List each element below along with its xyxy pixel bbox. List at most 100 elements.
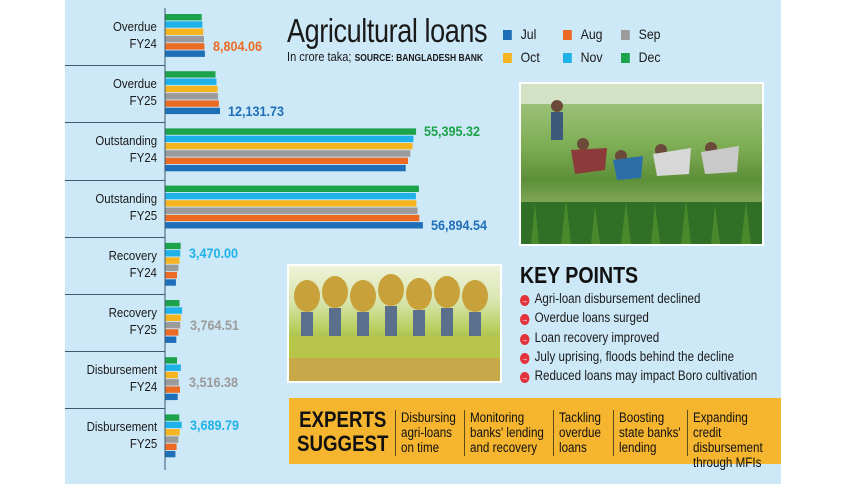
experts-divider	[464, 410, 465, 456]
bar-aug-4	[165, 272, 177, 279]
key-point-item: → Overdue loans surged	[520, 310, 649, 326]
category-label: Overdue FY24	[113, 19, 157, 51]
value-label: 3,689.79	[189, 416, 239, 433]
bar-dec-7	[165, 414, 180, 421]
bar-aug-5	[165, 329, 179, 336]
chart-subtitle: In crore taka; SOURCE: BANGLADESH BANK	[287, 49, 483, 64]
expert-suggestion: Expanding credit disbursement through MF…	[693, 410, 763, 470]
bar-aug-1	[165, 100, 219, 107]
category-label: Overdue FY25	[113, 76, 157, 109]
key-point-text: July uprising, floods behind the decline	[534, 348, 735, 364]
legend-swatch	[503, 30, 512, 40]
bar-dec-5	[165, 300, 180, 307]
bar-aug-3	[165, 214, 420, 222]
experts-divider	[553, 410, 554, 456]
bar-sep-7	[165, 436, 179, 443]
bar-sep-6	[165, 379, 179, 386]
value-label: 56,894.54	[430, 217, 487, 234]
bar-jul-0	[165, 50, 205, 57]
arrow-bullet-icon: →	[520, 352, 530, 364]
legend-item-aug: Aug	[563, 26, 603, 42]
farmers-harvest-photo	[287, 264, 502, 383]
value-label: 3,764.51	[190, 316, 240, 333]
category-label: Disbursement FY25	[86, 419, 157, 452]
bar-sep-2	[165, 150, 411, 157]
arrow-bullet-icon: →	[520, 333, 530, 345]
legend-label: Aug	[580, 26, 603, 42]
group-separator	[65, 294, 165, 295]
bar-sep-4	[165, 264, 179, 272]
bar-nov-7	[165, 421, 182, 429]
legend-item-jul: Jul	[503, 26, 536, 42]
legend-swatch	[503, 53, 512, 63]
category-label: Outstanding FY24	[95, 133, 157, 166]
bar-oct-1	[165, 85, 218, 93]
legend-swatch	[621, 30, 630, 40]
bar-sep-5	[165, 321, 181, 329]
key-point-text: Agri-loan disbursement declined	[534, 291, 701, 306]
farmers-planting-illustration	[521, 84, 762, 244]
category-label: Outstanding FY25	[95, 190, 157, 223]
bar-nov-3	[165, 192, 416, 200]
arrow-bullet-icon: →	[520, 314, 530, 326]
bar-oct-5	[165, 314, 181, 321]
legend-label: Nov	[580, 49, 603, 65]
legend-label: Jul	[520, 26, 537, 42]
key-points-title: KEY POINTS	[520, 262, 639, 288]
bar-oct-2	[165, 143, 413, 150]
farmers-planting-photo	[519, 82, 764, 246]
bar-nov-5	[165, 307, 183, 314]
bar-nov-2	[165, 135, 414, 143]
expert-suggestion: Monitoring banks' lending and recovery	[470, 410, 544, 455]
bar-oct-7	[165, 429, 180, 436]
group-separator	[65, 65, 165, 67]
bar-sep-0	[165, 35, 204, 43]
key-point-item: → Reduced loans may impact Boro cultivati…	[520, 368, 757, 384]
bar-aug-2	[165, 157, 408, 164]
value-label: 3,470.00	[188, 245, 238, 262]
bar-jul-5	[165, 336, 177, 343]
bar-dec-6	[165, 357, 177, 364]
experts-suggest-box: EXPERTS SUGGEST Disbursing agri-loans on…	[289, 398, 781, 470]
bar-aug-7	[165, 443, 177, 450]
legend-item-sep: Sep	[621, 26, 661, 42]
bar-jul-7	[165, 450, 176, 458]
value-label: 12,131.73	[227, 102, 285, 119]
value-label: 3,516.38	[188, 374, 238, 391]
key-point-text: Loan recovery improved	[534, 329, 660, 345]
experts-heading: EXPERTS SUGGEST	[297, 407, 389, 456]
bar-nov-1	[165, 78, 217, 85]
legend-label: Dec	[638, 49, 661, 65]
expert-suggestion: Disbursing agri-loans on time	[401, 410, 456, 455]
source-note: SOURCE: BANGLADESH BANK	[354, 53, 484, 64]
experts-divider	[687, 410, 688, 456]
key-point-item: → Agri-loan disbursement declined	[520, 291, 700, 306]
group-separator	[65, 351, 165, 353]
category-label: Recovery FY25	[108, 305, 157, 337]
legend-label: Sep	[638, 26, 661, 42]
bar-nov-4	[165, 250, 181, 257]
value-label: 8,804.06	[212, 38, 262, 55]
bar-oct-0	[165, 28, 204, 35]
expert-suggestion: Tackling overdue loans	[559, 410, 601, 455]
group-separator	[65, 408, 165, 410]
category-label: Disbursement FY24	[86, 362, 157, 395]
bar-oct-3	[165, 200, 417, 207]
bar-jul-2	[165, 164, 406, 172]
subtitle-unit: In crore taka;	[287, 49, 352, 64]
legend-swatch	[563, 53, 572, 63]
arrow-bullet-icon: →	[520, 295, 530, 306]
bar-oct-6	[165, 371, 178, 379]
bar-nov-0	[165, 21, 203, 28]
legend-swatch	[563, 30, 572, 40]
bar-nov-6	[165, 364, 181, 371]
category-label: Recovery FY24	[108, 247, 157, 280]
experts-divider	[395, 410, 396, 456]
group-separator	[65, 179, 165, 181]
bar-sep-1	[165, 93, 218, 100]
bar-dec-2	[165, 128, 417, 135]
bar-jul-6	[165, 393, 178, 401]
chart-title: Agricultural loans	[287, 12, 488, 49]
